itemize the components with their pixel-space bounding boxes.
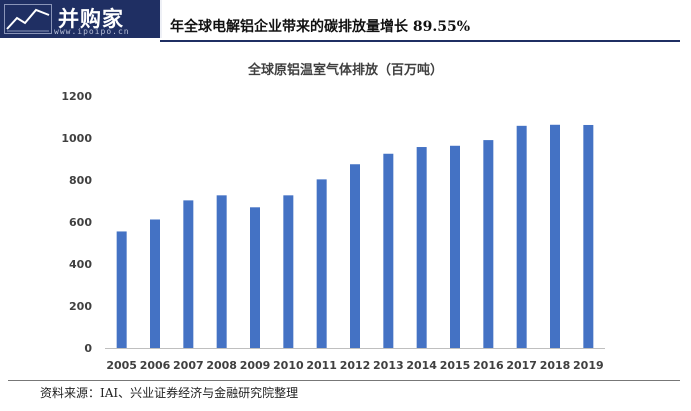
y-tick-label: 1200 xyxy=(61,90,92,103)
logo-url: www.ipoipo.cn xyxy=(54,27,130,36)
bar-2016 xyxy=(483,140,494,348)
x-axis: 2005 2006 2007 2008 2009 2010 2011 2012 2013 2014… xyxy=(106,359,603,372)
x-tick-label: 2007 xyxy=(173,359,204,372)
y-tick-label: 600 xyxy=(69,216,92,229)
bar-2011 xyxy=(316,179,327,348)
bar-2017 xyxy=(516,125,527,348)
footer-divider xyxy=(8,380,680,381)
x-tick-label: 2006 xyxy=(140,359,171,372)
x-tick-label: 2012 xyxy=(340,359,371,372)
bar-2012 xyxy=(350,164,360,348)
x-tick-label: 2018 xyxy=(540,359,571,372)
bar-2014 xyxy=(416,147,427,348)
chart-title: 全球原铝温室气体排放（百万吨） xyxy=(247,63,443,78)
x-tick-label: 2013 xyxy=(373,359,404,372)
bar-2013 xyxy=(383,153,394,348)
x-tick-label: 2005 xyxy=(106,359,137,372)
x-tick-label: 2017 xyxy=(506,359,537,372)
bar-2006 xyxy=(150,219,160,348)
bar-2010 xyxy=(283,195,294,348)
bar-2015 xyxy=(450,145,460,348)
y-axis: 0 200 400 600 800 1000 1200 xyxy=(61,90,92,355)
bar-2007 xyxy=(183,200,194,348)
x-tick-label: 2016 xyxy=(473,359,504,372)
bar-2019 xyxy=(583,124,594,348)
x-tick-label: 2014 xyxy=(406,359,437,372)
x-tick-label: 2009 xyxy=(240,359,271,372)
bar-2018 xyxy=(550,124,560,349)
x-tick-label: 2015 xyxy=(440,359,471,372)
y-tick-label: 200 xyxy=(69,300,92,313)
y-tick-label: 400 xyxy=(69,258,92,271)
header-divider xyxy=(160,40,680,42)
logo: 并购家 www.ipoipo.cn xyxy=(0,0,162,38)
x-tick-label: 2019 xyxy=(573,359,604,372)
y-tick-label: 800 xyxy=(69,174,92,187)
bars xyxy=(116,124,594,349)
x-tick-label: 2010 xyxy=(273,359,304,372)
x-tick-label: 2008 xyxy=(206,359,237,372)
x-tick-label: 2011 xyxy=(306,359,337,372)
bar-2005 xyxy=(116,231,127,348)
header: 并购家 www.ipoipo.cn 年全球电解铝企业带来的碳排放量增长 89.5… xyxy=(0,0,691,42)
logo-text: 并购家 xyxy=(58,7,124,31)
chart-trend-icon xyxy=(4,4,52,34)
bar-2008 xyxy=(216,195,227,348)
y-tick-label: 0 xyxy=(84,342,92,355)
page-title: 年全球电解铝企业带来的碳排放量增长 89.55% xyxy=(170,19,471,35)
y-tick-label: 1000 xyxy=(61,132,92,145)
source-note: 资料来源：IAI、兴业证券经济与金融研究院整理 xyxy=(40,386,299,400)
bar-2009 xyxy=(250,207,260,348)
